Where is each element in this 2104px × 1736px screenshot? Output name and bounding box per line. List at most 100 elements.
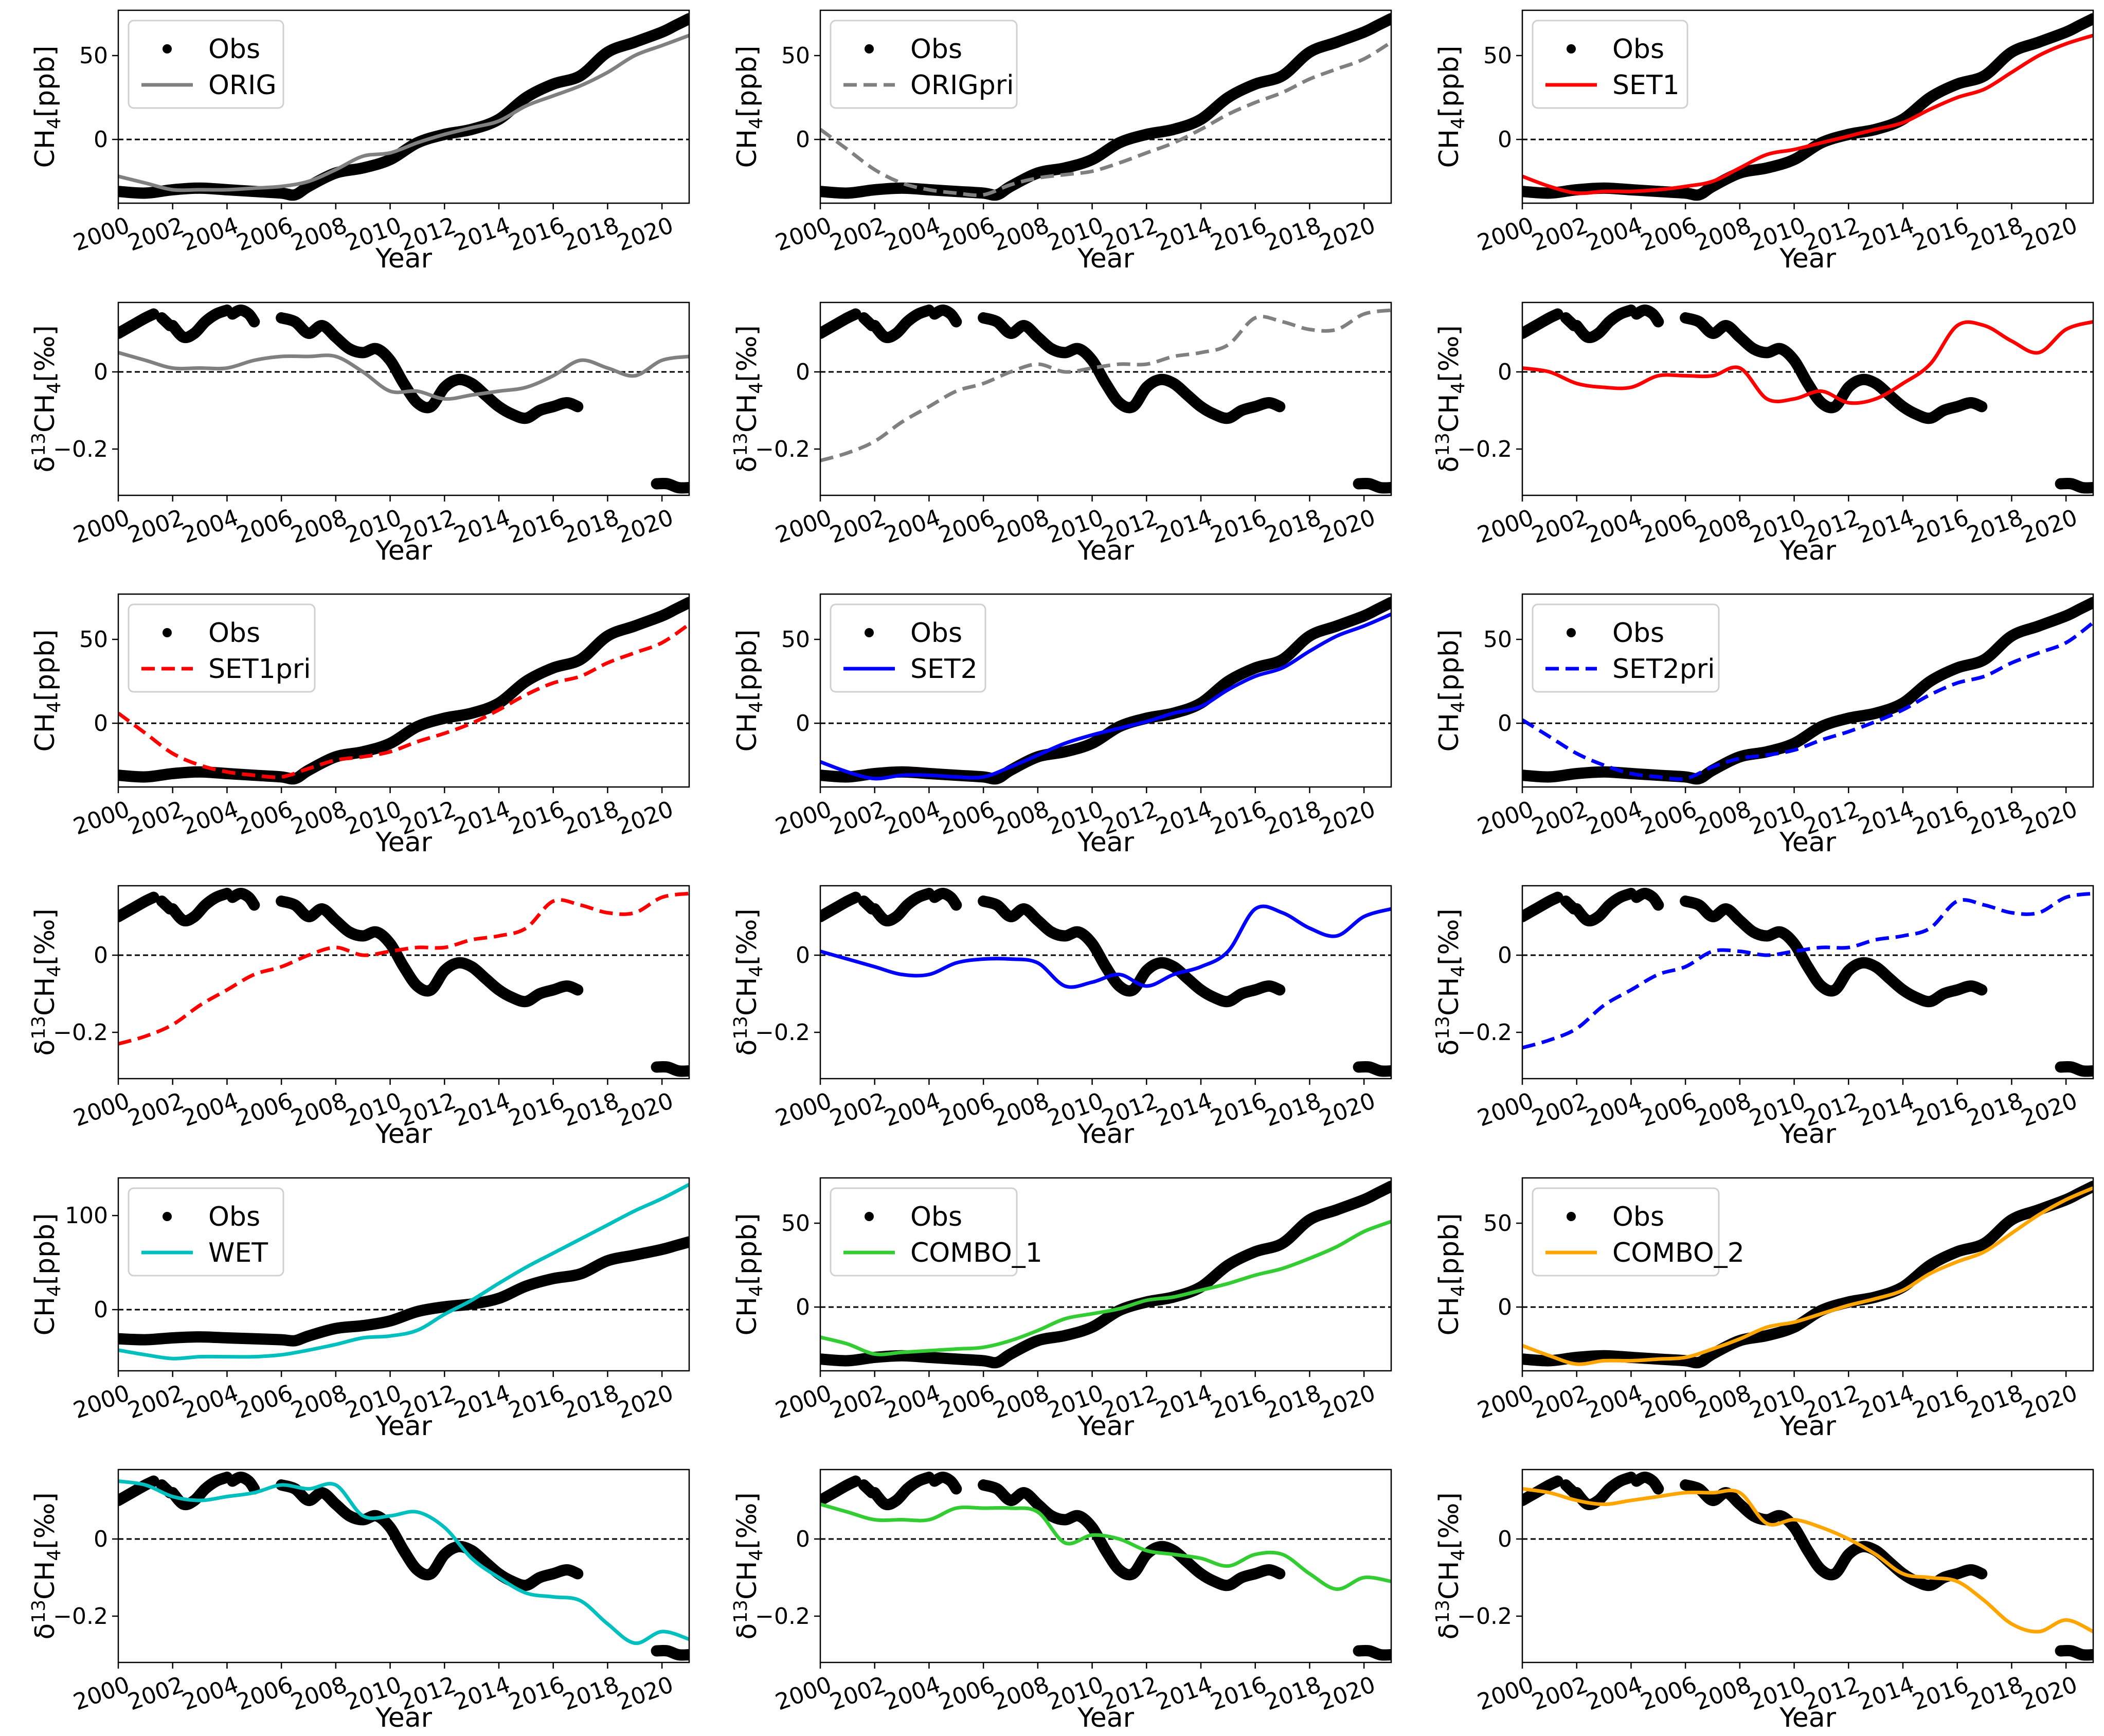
y-tick-label: −0.2 <box>755 1019 810 1046</box>
legend-box <box>830 20 1018 109</box>
x-tick-label: 2004 <box>1583 504 1646 548</box>
panel-orig-d13c: −0.2020002002200420062008201020122014201… <box>28 301 690 566</box>
x-tick-label: 2004 <box>881 1087 944 1132</box>
series-obs-segment-3 <box>1631 305 1664 328</box>
panel-combo-1-d13c: −0.2020002002200420062008201020122014201… <box>730 1469 1392 1733</box>
series-obs-segment-3 <box>929 305 962 328</box>
x-tick-label: 2020 <box>2018 504 2081 548</box>
x-tick-label: 2000 <box>70 1380 133 1424</box>
x-tick-label: 2002 <box>124 796 188 840</box>
y-tick-label: −0.2 <box>755 436 810 462</box>
panel-set2pri-ch4: 0502000200220042006200820102012201420162… <box>1434 593 2094 858</box>
x-tick-label: 2006 <box>1637 212 1700 256</box>
x-tick-label: 2018 <box>1964 212 2027 256</box>
y-tick-label: 0 <box>94 942 108 969</box>
legend-obs-marker <box>163 1212 172 1221</box>
legend-model-label: SET2 <box>910 654 978 685</box>
x-tick-label: 2002 <box>124 1671 188 1715</box>
y-tick-label: 50 <box>1483 1210 1512 1237</box>
series-obs-segment-3 <box>929 888 962 911</box>
x-tick-label: 2004 <box>1583 1087 1646 1132</box>
series-obs-segment-3 <box>1631 888 1664 911</box>
x-tick-label: 2008 <box>1692 1671 1755 1715</box>
x-tick-label: 2016 <box>1207 504 1270 548</box>
series-orig <box>118 351 689 401</box>
legend: Obs COMBO_1 <box>830 1187 1042 1277</box>
series-obs-segment-4 <box>276 1479 584 1591</box>
series-origpri <box>820 41 1391 198</box>
x-tick-label: 2018 <box>560 1671 623 1715</box>
x-tick-label: 2004 <box>179 504 242 548</box>
y-tick-label: 0 <box>796 359 810 385</box>
x-tick-label: 2000 <box>1474 212 1537 256</box>
x-axis-label: Year <box>1077 535 1135 566</box>
x-tick-label: 2002 <box>124 212 188 256</box>
x-tick-label: 2016 <box>1207 1087 1270 1132</box>
x-tick-label: 2014 <box>1153 1380 1216 1424</box>
x-axis-label: Year <box>1077 1703 1135 1733</box>
y-tick-label: −0.2 <box>1457 436 1512 462</box>
x-tick-label: 2014 <box>1153 1087 1216 1132</box>
series-obs-segment-3 <box>1631 1472 1664 1495</box>
x-tick-label: 2002 <box>826 1087 890 1132</box>
x-axis-label: Year <box>375 535 433 566</box>
x-tick-label: 2018 <box>1262 504 1325 548</box>
x-tick-label: 2018 <box>1964 504 2027 548</box>
y-tick-label: 0 <box>1498 359 1512 385</box>
x-tick-label: 2004 <box>179 1671 242 1715</box>
x-tick-label: 2020 <box>1316 1087 1379 1132</box>
x-tick-label: 2008 <box>287 1671 351 1715</box>
legend: Obs SET1 <box>1532 20 1688 109</box>
x-tick-label: 2008 <box>1692 1087 1755 1132</box>
plot-frame <box>819 593 1392 788</box>
x-tick-label: 2016 <box>505 1671 568 1715</box>
series-origpri <box>820 308 1391 462</box>
x-tick-label: 2014 <box>1855 504 1918 548</box>
y-tick-label: 0 <box>1498 710 1512 737</box>
x-tick-label: 2000 <box>772 796 835 840</box>
legend: Obs SET2 <box>830 603 986 693</box>
x-tick-label: 2018 <box>560 504 623 548</box>
x-tick-label: 2020 <box>614 1671 677 1715</box>
x-tick-label: 2020 <box>2018 1380 2081 1424</box>
x-tick-label: 2016 <box>1909 796 1972 840</box>
y-axis-label: δ13CH4[‰] <box>1432 1492 1469 1639</box>
x-tick-label: 2002 <box>826 504 890 548</box>
series-set1 <box>1522 320 2093 405</box>
y-axis-label: CH4[ppb] <box>732 630 767 752</box>
x-tick-label: 2014 <box>1855 1380 1918 1424</box>
x-tick-label: 2020 <box>614 796 677 840</box>
plot-frame <box>819 1469 1392 1663</box>
x-tick-label: 2018 <box>560 796 623 840</box>
legend-obs-marker <box>865 628 874 637</box>
x-tick-label: 2002 <box>826 796 890 840</box>
series-obs-segment-4 <box>1680 312 1988 424</box>
x-tick-label: 2016 <box>1909 1087 1972 1132</box>
panel-set1pri-d13c: −0.2020002002200420062008201020122014201… <box>28 885 690 1150</box>
x-tick-label: 2008 <box>1692 212 1755 256</box>
panel-set1-ch4: 0502000200220042006200820102012201420162… <box>1434 9 2094 274</box>
x-tick-label: 2016 <box>1207 1671 1270 1715</box>
plot-frame <box>1521 593 2094 788</box>
x-tick-label: 2006 <box>1637 1671 1700 1715</box>
y-axis-label: CH4[ppb] <box>30 46 65 168</box>
x-tick-label: 2018 <box>560 1380 623 1424</box>
series-orig <box>118 33 689 192</box>
x-tick-label: 2008 <box>990 212 1053 256</box>
series-obs-segment-2 <box>167 1472 233 1511</box>
x-tick-label: 2020 <box>2018 1087 2081 1132</box>
x-axis-label: Year <box>375 243 433 274</box>
series-obs-segment-5 <box>1353 1061 1391 1077</box>
x-tick-label: 2008 <box>1692 796 1755 840</box>
x-tick-label: 2014 <box>451 212 514 256</box>
panel-wet-d13c: −0.2020002002200420062008201020122014201… <box>28 1469 690 1733</box>
x-tick-label: 2016 <box>1207 212 1270 256</box>
y-tick-label: 0 <box>796 1526 810 1552</box>
y-tick-label: 50 <box>781 1210 810 1237</box>
x-tick-label: 2000 <box>772 504 835 548</box>
series-obs-segment-0 <box>820 1180 1391 1369</box>
x-tick-label: 2000 <box>70 1671 133 1715</box>
x-tick-label: 2002 <box>124 504 188 548</box>
y-tick-label: −0.2 <box>53 1603 108 1630</box>
x-tick-label: 2002 <box>1528 504 1592 548</box>
